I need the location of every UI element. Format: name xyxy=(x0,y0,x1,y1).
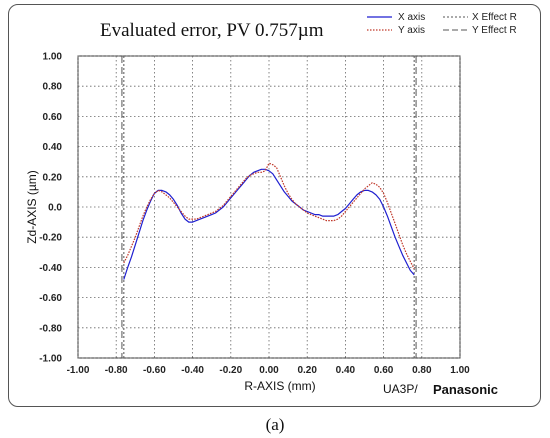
series-line-y-axis xyxy=(123,162,415,270)
series-line-x-axis xyxy=(123,168,415,280)
chart-title: Evaluated error, PV 0.757µm xyxy=(100,20,324,41)
y-tick-label: 0.80 xyxy=(43,82,63,93)
y-tick-label: -0.40 xyxy=(39,263,62,274)
grid xyxy=(77,55,461,359)
y-tick-label: 0.60 xyxy=(43,112,63,123)
effect-lines xyxy=(121,56,417,358)
series-group xyxy=(123,162,415,280)
legend-label-y-axis: Y axis xyxy=(398,25,425,36)
y-tick-label: -0.20 xyxy=(39,233,62,244)
legend-label-x-axis: X axis xyxy=(398,12,425,23)
legend-label-y-effect-r: Y Effect R xyxy=(472,25,517,36)
y-tick-label: -1.00 xyxy=(39,354,62,365)
x-tick-label: -1.00 xyxy=(67,365,90,376)
legend: X axis Y axis X Effect R Y Effect R xyxy=(367,12,517,36)
x-tick-label: 1.00 xyxy=(450,365,470,376)
y-tick-label: -0.60 xyxy=(39,293,62,304)
y-tick-label: 0.0 xyxy=(48,203,62,214)
y-axis-label: Zd-AXIS (µm) xyxy=(25,170,39,244)
y-tick-labels: 1.00 0.80 0.60 0.40 0.20 0.0 -0.20 -0.40 -0.60 -0… xyxy=(39,52,62,365)
instrument-model: UA3P/ xyxy=(383,382,418,396)
x-tick-label: 0.80 xyxy=(412,365,432,376)
y-tick-label: -0.80 xyxy=(39,323,62,334)
y-tick-label: 0.40 xyxy=(43,142,63,153)
x-tick-label: 0.40 xyxy=(336,365,356,376)
x-tick-label: 0.20 xyxy=(297,365,317,376)
figure-caption: (a) xyxy=(266,415,285,434)
y-tick-label: 0.20 xyxy=(43,172,63,183)
x-tick-label: 0.00 xyxy=(259,365,279,376)
x-axis-label: R-AXIS (mm) xyxy=(244,379,315,393)
x-tick-labels: -1.00 -0.80 -0.60 -0.40 -0.20 0.00 0.20 0.40 0.6… xyxy=(67,365,471,376)
brand-logo-text: Panasonic xyxy=(433,382,498,397)
chart-frame xyxy=(8,4,541,407)
legend-label-x-effect-r: X Effect R xyxy=(472,12,517,23)
x-tick-label: -0.60 xyxy=(143,365,166,376)
x-tick-label: -0.80 xyxy=(105,365,128,376)
x-tick-label: -0.40 xyxy=(181,365,204,376)
x-tick-label: -0.20 xyxy=(219,365,242,376)
y-tick-label: 1.00 xyxy=(43,52,63,63)
x-tick-label: 0.60 xyxy=(374,365,394,376)
